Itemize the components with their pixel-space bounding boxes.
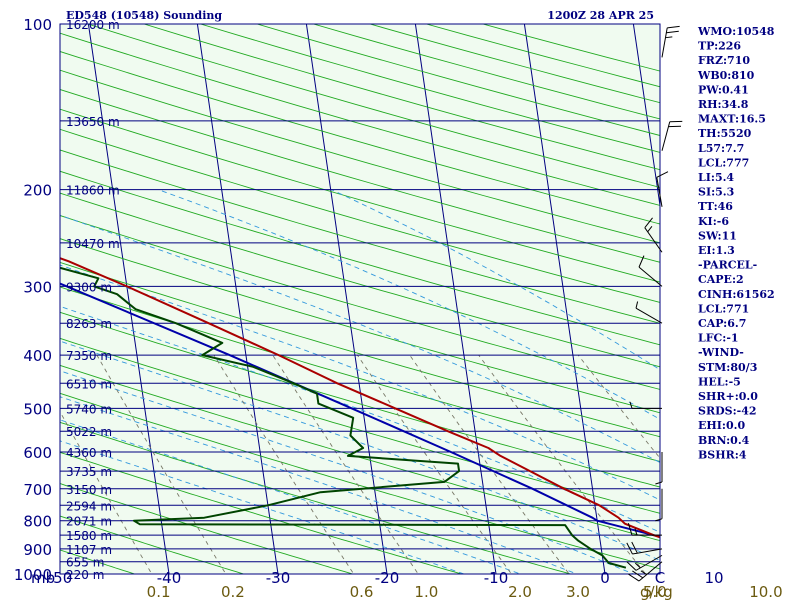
- stability-index-item: PW:0.41: [698, 83, 749, 96]
- height-level-label: 1580 m: [66, 529, 112, 543]
- stability-index-item: TH:5520: [698, 127, 752, 140]
- stability-index-item: CAPE:2: [698, 273, 744, 286]
- height-level-label: 2594 m: [66, 499, 112, 513]
- stability-index-item: WB0:810: [697, 69, 755, 82]
- stability-index-item: SHR+:0.0: [698, 390, 758, 403]
- temperature-tick-label: 0: [600, 569, 610, 587]
- mixing-ratio-tick-label: 0.1: [147, 583, 171, 600]
- mixing-ratio-tick-label: 0.2: [221, 583, 245, 600]
- pressure-tick-label: 700: [23, 481, 52, 499]
- height-level-label: 6510 m: [66, 377, 112, 391]
- stability-index-item: LFC:-1: [698, 332, 739, 345]
- mixing-ratio-tick-label: 0.6: [350, 583, 374, 600]
- stability-index-item: KI:-6: [698, 215, 729, 228]
- pressure-tick-label: 900: [23, 541, 52, 559]
- stability-index-item: BSHR:4: [698, 448, 747, 461]
- height-level-label: 8263 m: [66, 317, 112, 331]
- temperature-tick-label: -20: [375, 569, 400, 587]
- stability-index-item: CINH:61562: [698, 288, 775, 301]
- temperature-tick-label: -10: [484, 569, 509, 587]
- mixing-ratio-tick-label: 10.0: [749, 583, 782, 600]
- height-level-label: 5740 m: [66, 402, 112, 416]
- stability-index-item: EHI:0.0: [698, 419, 745, 432]
- height-level-label: 13650 m: [66, 115, 120, 129]
- stability-index-item: BRN:0.4: [698, 434, 750, 447]
- dry-adiabat-line: [0, 24, 61, 586]
- stability-index-item: TT:46: [698, 200, 733, 213]
- stability-index-item: -WIND-: [698, 346, 744, 359]
- stability-index-item: SW:11: [698, 229, 737, 242]
- stability-index-item: RH:34.8: [698, 98, 749, 111]
- height-level-label: 1107 m: [66, 543, 112, 557]
- pressure-tick-label: 300: [23, 278, 52, 296]
- stability-index-item: LI:5.4: [698, 171, 734, 184]
- stability-index-item: FRZ:710: [698, 54, 750, 67]
- chart-title-right: 1200Z 28 APR 25: [547, 9, 654, 22]
- height-level-label: 4360 m: [66, 446, 112, 460]
- stability-index-item: SRDS:-42: [698, 405, 757, 418]
- height-level-label: 11860 m: [66, 184, 120, 198]
- stability-index-item: HEL:-5: [698, 375, 741, 388]
- temperature-tick-label: -50: [48, 569, 73, 587]
- stability-index-item: SI:5.3: [698, 186, 734, 199]
- height-level-label: 2071 m: [66, 515, 112, 529]
- height-level-label: 5022 m: [66, 425, 112, 439]
- height-level-label: 3735 m: [66, 465, 112, 479]
- stability-index-item: LCL:777: [698, 156, 749, 169]
- wind-barb-flag: [667, 26, 679, 27]
- mixing-ratio-tick-label: 3.0: [566, 583, 590, 600]
- height-level-label: 3150 m: [66, 483, 112, 497]
- stability-index-item: LCL:771: [698, 302, 749, 315]
- wind-barb-flag: [666, 31, 678, 32]
- stability-index-item: EI:1.3: [698, 244, 735, 257]
- stability-index-item: MAXT:16.5: [698, 113, 766, 126]
- pressure-tick-label: 200: [23, 182, 52, 200]
- stability-index-item: -PARCEL-: [698, 259, 757, 272]
- temperature-tick-label: -30: [266, 569, 291, 587]
- pressure-tick-label: 100: [23, 16, 52, 34]
- pressure-tick-label: 600: [23, 444, 52, 462]
- pressure-tick-label: 400: [23, 347, 52, 365]
- stability-index-item: WMO:10548: [697, 25, 775, 38]
- wind-barb: [662, 121, 682, 150]
- wind-barb: [662, 26, 680, 57]
- pressure-tick-label: 500: [23, 400, 52, 418]
- mixing-ratio-unit-label: g/kg: [640, 583, 673, 600]
- mixing-ratio-tick-label: 2.0: [508, 583, 532, 600]
- chart-title-left: ED548 (10548) Sounding: [66, 9, 222, 22]
- wind-barb-half-flag: [665, 37, 672, 38]
- stability-index-item: TP:226: [698, 40, 741, 53]
- mixing-ratio-tick-label: 1.0: [414, 583, 438, 600]
- height-level-label: 10470 m: [66, 237, 120, 251]
- height-level-label: 7350 m: [66, 349, 112, 363]
- pressure-tick-label: 800: [23, 513, 52, 531]
- stability-index-item: L57:7.7: [698, 142, 744, 155]
- stability-index-item: CAP:6.7: [698, 317, 746, 330]
- temperature-tick-label: 10: [704, 569, 723, 587]
- height-level-label: 9300 m: [66, 280, 112, 294]
- wind-barb-flag: [629, 574, 639, 581]
- stability-index-item: STM:80/3: [698, 361, 757, 374]
